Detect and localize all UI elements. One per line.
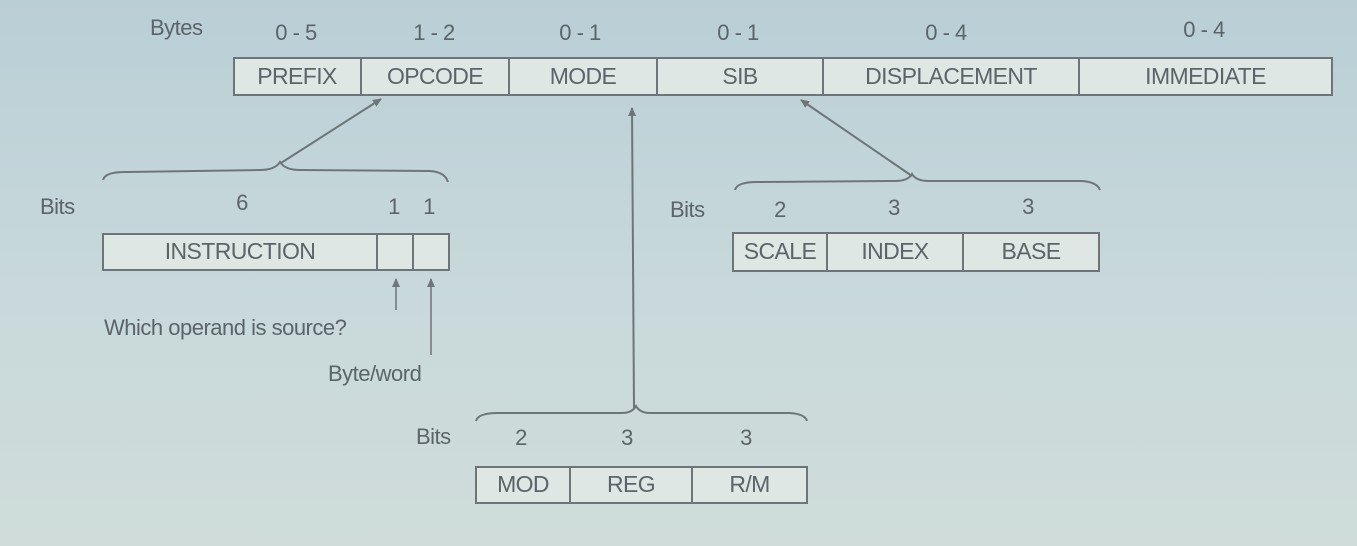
sib-detail-brace bbox=[734, 171, 1101, 191]
instruction-field: INSTRUCTION bbox=[164, 238, 316, 264]
direction-bit-note: Which operand is source? bbox=[104, 315, 347, 340]
opcode-bits-label: Bits bbox=[40, 194, 75, 219]
bytes-label: Bytes bbox=[150, 15, 203, 40]
opcode-arrow bbox=[280, 98, 382, 164]
opcode-detail-box bbox=[102, 233, 450, 271]
rm-field: R/M bbox=[691, 467, 806, 502]
sib-bytes: 0 - 1 bbox=[717, 20, 759, 45]
mode-bits-label: Bits bbox=[416, 424, 451, 449]
sib-bits-label: Bits bbox=[670, 197, 705, 222]
direction-bit-field bbox=[376, 234, 412, 269]
width-bit-note: Byte/word bbox=[328, 361, 422, 386]
scale-field: SCALE bbox=[743, 238, 817, 264]
opcode-field: OPCODE bbox=[360, 58, 508, 94]
sib-field: SIB bbox=[656, 58, 822, 94]
opcode-bytes: 1 - 2 bbox=[413, 20, 455, 45]
mod-bit-width: 2 bbox=[515, 425, 527, 450]
base-bit-width: 3 bbox=[1022, 194, 1034, 219]
displacement-bytes: 0 - 4 bbox=[925, 20, 967, 45]
mod-field: MOD bbox=[497, 471, 549, 497]
index-bit-width: 3 bbox=[888, 195, 900, 220]
mode-detail-box bbox=[475, 466, 808, 504]
reg-bit-width: 3 bbox=[621, 425, 633, 450]
prefix-field: PREFIX bbox=[257, 62, 337, 89]
sib-arrow bbox=[800, 99, 913, 177]
opcode-detail-brace bbox=[102, 160, 449, 183]
width-bit-width: 1 bbox=[423, 194, 435, 219]
base-field: BASE bbox=[962, 233, 1098, 270]
immediate-bytes: 0 - 4 bbox=[1183, 17, 1225, 42]
displacement-field: DISPLACEMENT bbox=[822, 58, 1078, 94]
mode-arrow bbox=[628, 107, 637, 409]
direction-bit-width: 1 bbox=[388, 194, 400, 219]
instruction-bit-width: 6 bbox=[236, 190, 248, 215]
rm-bit-width: 3 bbox=[740, 425, 752, 450]
mode-field: MODE bbox=[508, 58, 656, 94]
mode-bytes: 0 - 1 bbox=[559, 20, 601, 45]
mode-detail-brace bbox=[475, 403, 808, 422]
instruction-format-box bbox=[233, 57, 1333, 96]
index-field: INDEX bbox=[826, 233, 962, 270]
reg-field: REG bbox=[569, 467, 691, 502]
sib-detail-box bbox=[732, 232, 1100, 272]
prefix-bytes: 0 - 5 bbox=[275, 20, 317, 45]
width-bit-field bbox=[412, 234, 448, 269]
scale-bit-width: 2 bbox=[774, 197, 786, 222]
immediate-field: IMMEDIATE bbox=[1078, 58, 1331, 94]
